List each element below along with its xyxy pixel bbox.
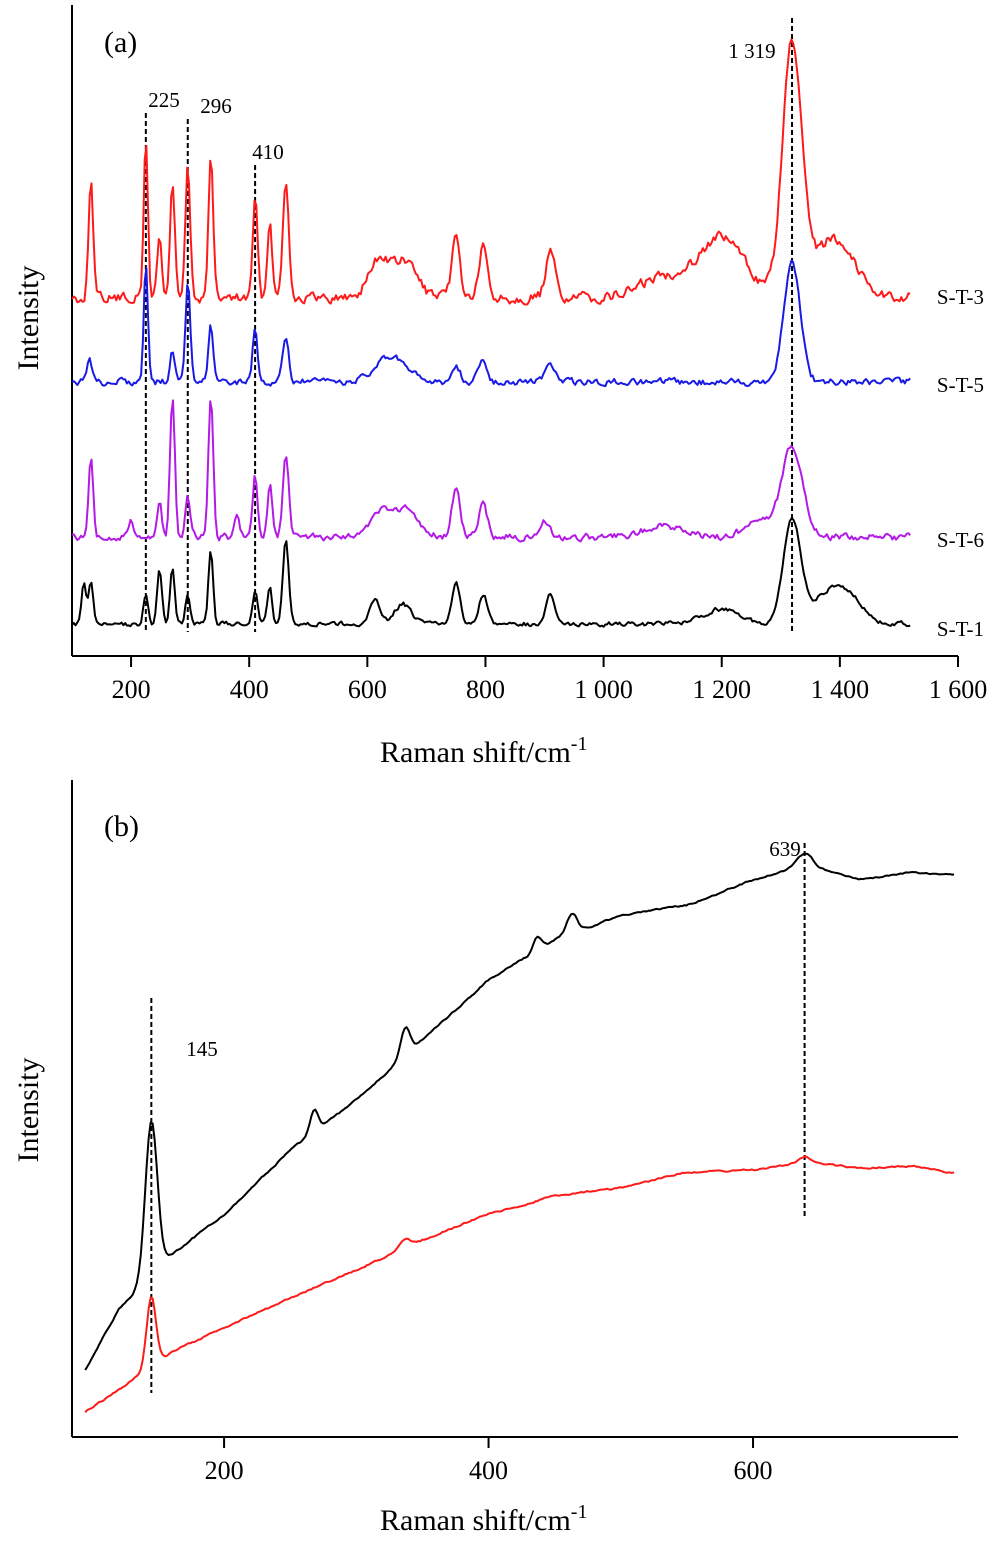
panel-b-x-ticks: 200 400 600 [205, 1437, 773, 1485]
panel-b-x-tick-label: 200 [205, 1456, 244, 1485]
panel-b: 200 400 600 145 639 (b) Intensity Raman shi… [12, 780, 958, 1537]
panel-a-x-tick-label: 800 [466, 675, 505, 704]
panel-b-x-axis-title: Raman shift/cm-1 [380, 1501, 587, 1537]
panel-b-peak-label: 639 [769, 837, 801, 861]
panel-a-x-tick-label: 200 [112, 675, 151, 704]
panel-b-x-tick-label: 600 [734, 1456, 773, 1485]
panel-a-x-ticks: 200 400 600 800 1 000 1 200 1 400 1 600 [112, 656, 988, 704]
panel-a-x-tick-label: 1 000 [574, 675, 633, 704]
panel-a-label: (a) [104, 26, 137, 59]
panel-a-x-tick-label: 1 600 [929, 675, 988, 704]
panel-a-series-line-S-T-1 [71, 517, 911, 628]
panel-a-series-line-S-T-3 [71, 38, 911, 306]
panel-b-series [84, 852, 955, 1413]
panel-a-peak-label: 296 [200, 94, 232, 118]
panel-a-series: S-T-3 S-T-5 S-T-6 S-T-1 [71, 38, 984, 641]
panel-a-series-label: S-T-1 [937, 617, 984, 641]
panel-a-series-line-S-T-5 [71, 259, 911, 388]
panel-a-series-label: S-T-6 [937, 528, 984, 552]
panel-a-series-line-S-T-6 [71, 399, 911, 543]
panel-a-x-axis-title: Raman shift/cm-1 [380, 733, 587, 769]
panel-b-y-axis-title: Intensity [12, 1058, 45, 1163]
panel-a-x-tick-label: 1 200 [692, 675, 751, 704]
panel-a-series-label: S-T-5 [937, 373, 984, 397]
panel-a-peak-markers: 225 296 410 1 319 [144, 18, 794, 632]
panel-b-series-line [84, 852, 955, 1371]
panel-b-x-tick-label: 400 [469, 1456, 508, 1485]
panel-b-peak-markers: 145 639 [150, 837, 806, 1393]
panel-a-x-tick-label: 600 [348, 675, 387, 704]
panel-a-peak-label: 225 [148, 88, 180, 112]
panel-a-peak-label: 1 319 [728, 39, 775, 63]
panel-b-series-line [84, 1155, 955, 1413]
panel-a-y-axis-title: Intensity [12, 266, 45, 371]
panel-a-peak-label: 410 [252, 140, 284, 164]
panel-b-peak-label: 145 [186, 1037, 218, 1061]
panel-a: 200 400 600 800 1 000 1 200 1 400 1 600 225 296 4… [12, 5, 987, 769]
panel-a-x-tick-label: 1 400 [811, 675, 870, 704]
panel-a-x-tick-label: 400 [230, 675, 269, 704]
panel-b-label: (b) [104, 810, 139, 843]
panel-a-series-label: S-T-3 [937, 285, 984, 309]
